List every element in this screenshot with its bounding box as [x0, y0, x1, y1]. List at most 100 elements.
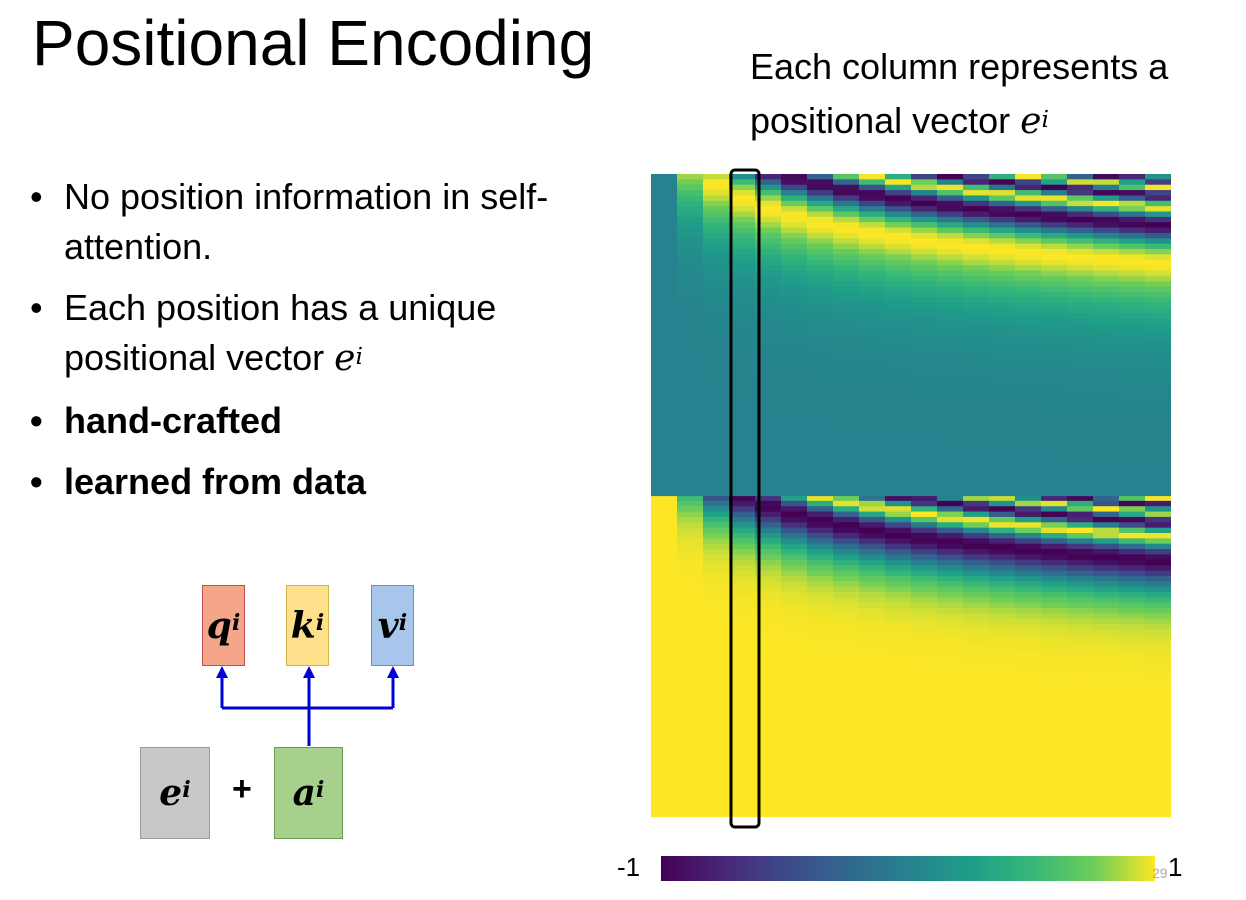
heatmap-cell	[677, 725, 704, 732]
heatmap-cell	[989, 683, 1016, 689]
heatmap-cell	[989, 602, 1016, 609]
heatmap-cell	[1119, 672, 1146, 679]
heatmap-cell	[729, 800, 756, 807]
heatmap-cell	[963, 243, 990, 250]
heatmap-cell	[807, 184, 834, 191]
heatmap-cell	[703, 409, 730, 416]
heatmap-cell	[963, 313, 990, 320]
heatmap-cell	[911, 232, 938, 239]
heatmap-cell	[755, 356, 782, 363]
heatmap-cell	[911, 500, 938, 507]
heatmap-cell	[885, 624, 912, 631]
heatmap-cell	[1119, 554, 1146, 561]
heatmap-cell	[963, 324, 990, 330]
heatmap-cell	[833, 645, 860, 652]
heatmap-cell	[1041, 559, 1068, 566]
heatmap-cell	[1015, 281, 1042, 288]
heatmap-cell	[781, 672, 808, 679]
heatmap-cell	[859, 752, 886, 759]
heatmap-cell	[911, 731, 938, 738]
heatmap-cell	[807, 361, 834, 368]
heatmap-cell	[1067, 629, 1094, 636]
heatmap-cell	[1093, 382, 1120, 389]
heatmap-cell	[1041, 597, 1068, 604]
heatmap-cell	[781, 618, 808, 625]
heatmap-cell	[989, 806, 1016, 813]
heatmap-cell	[755, 275, 782, 282]
heatmap-cell	[807, 474, 834, 481]
heatmap-cell	[1093, 570, 1120, 577]
heatmap-cell	[1119, 382, 1146, 389]
heatmap-cell	[1015, 581, 1042, 588]
heatmap-cell	[859, 575, 886, 582]
heatmap-cell	[729, 704, 756, 711]
heatmap-cell	[1093, 441, 1120, 448]
heatmap-cell	[859, 533, 886, 539]
heatmap-cell	[963, 747, 990, 754]
heatmap-cell	[885, 747, 912, 754]
heatmap-cell	[1015, 677, 1042, 684]
heatmap-cell	[885, 800, 912, 807]
heatmap-cell	[807, 254, 834, 261]
bullet-unique-vector: Each position has a unique positional ve…	[30, 283, 590, 383]
heatmap-cell	[989, 704, 1016, 711]
heatmap-cell	[989, 302, 1016, 309]
heatmap-cell	[651, 693, 678, 700]
heatmap-cell	[651, 179, 678, 186]
heatmap-cell	[677, 265, 704, 272]
heatmap-cell	[833, 227, 860, 234]
heatmap-cell	[1067, 195, 1094, 202]
heatmap-cell	[885, 758, 912, 765]
heatmap-cell	[911, 302, 938, 309]
heatmap-cell	[963, 302, 990, 309]
heatmap-cell	[911, 758, 938, 765]
heatmap-cell	[859, 195, 886, 202]
heatmap-cell	[963, 484, 990, 491]
heatmap-cell	[911, 688, 938, 695]
heatmap-cell	[729, 516, 756, 523]
heatmap-cell	[1145, 666, 1172, 673]
heatmap-cell	[677, 474, 704, 481]
heatmap-cell	[1145, 399, 1172, 406]
heatmap-cell	[703, 420, 730, 427]
heatmap-cell	[781, 693, 808, 700]
heatmap-cell	[781, 286, 808, 293]
heatmap-cell	[677, 238, 704, 245]
heatmap-cell	[1093, 533, 1120, 539]
heatmap-cell	[781, 318, 808, 325]
heatmap-cell	[1041, 372, 1068, 379]
heatmap-cell	[703, 216, 730, 223]
heatmap-cell	[833, 533, 860, 539]
heatmap-cell	[859, 683, 886, 689]
heatmap-cell	[937, 184, 964, 191]
heatmap-cell	[989, 232, 1016, 239]
heatmap-cell	[807, 334, 834, 341]
heatmap-cell	[1093, 313, 1120, 320]
heatmap-cell	[1093, 297, 1120, 304]
heatmap-cell	[859, 661, 886, 668]
heatmap-cell	[885, 200, 912, 207]
heatmap-cell	[1093, 575, 1120, 582]
heatmap-cell	[963, 650, 990, 657]
value-sup: i	[398, 609, 408, 636]
heatmap-cell	[755, 672, 782, 679]
heatmap-cell	[1015, 216, 1042, 223]
heatmap-cell	[989, 790, 1016, 797]
bullet-text: No position information in self-attentio…	[64, 176, 549, 267]
heatmap-cell	[963, 265, 990, 272]
heatmap-cell	[1067, 313, 1094, 320]
heatmap-cell	[937, 608, 964, 614]
heatmap-cell	[833, 677, 860, 684]
heatmap-cell	[1093, 275, 1120, 282]
heatmap-cell	[755, 297, 782, 304]
heatmap-cell	[1015, 404, 1042, 411]
heatmap-cell	[781, 329, 808, 336]
heatmap-cell	[755, 313, 782, 320]
heatmap-cell	[989, 800, 1016, 807]
heatmap-cell	[1145, 243, 1172, 250]
heatmap-cell	[1015, 425, 1042, 432]
heatmap-cell	[1145, 238, 1172, 245]
heatmap-cell	[677, 731, 704, 738]
heatmap-cell	[1093, 452, 1120, 459]
heatmap-cell	[755, 420, 782, 427]
